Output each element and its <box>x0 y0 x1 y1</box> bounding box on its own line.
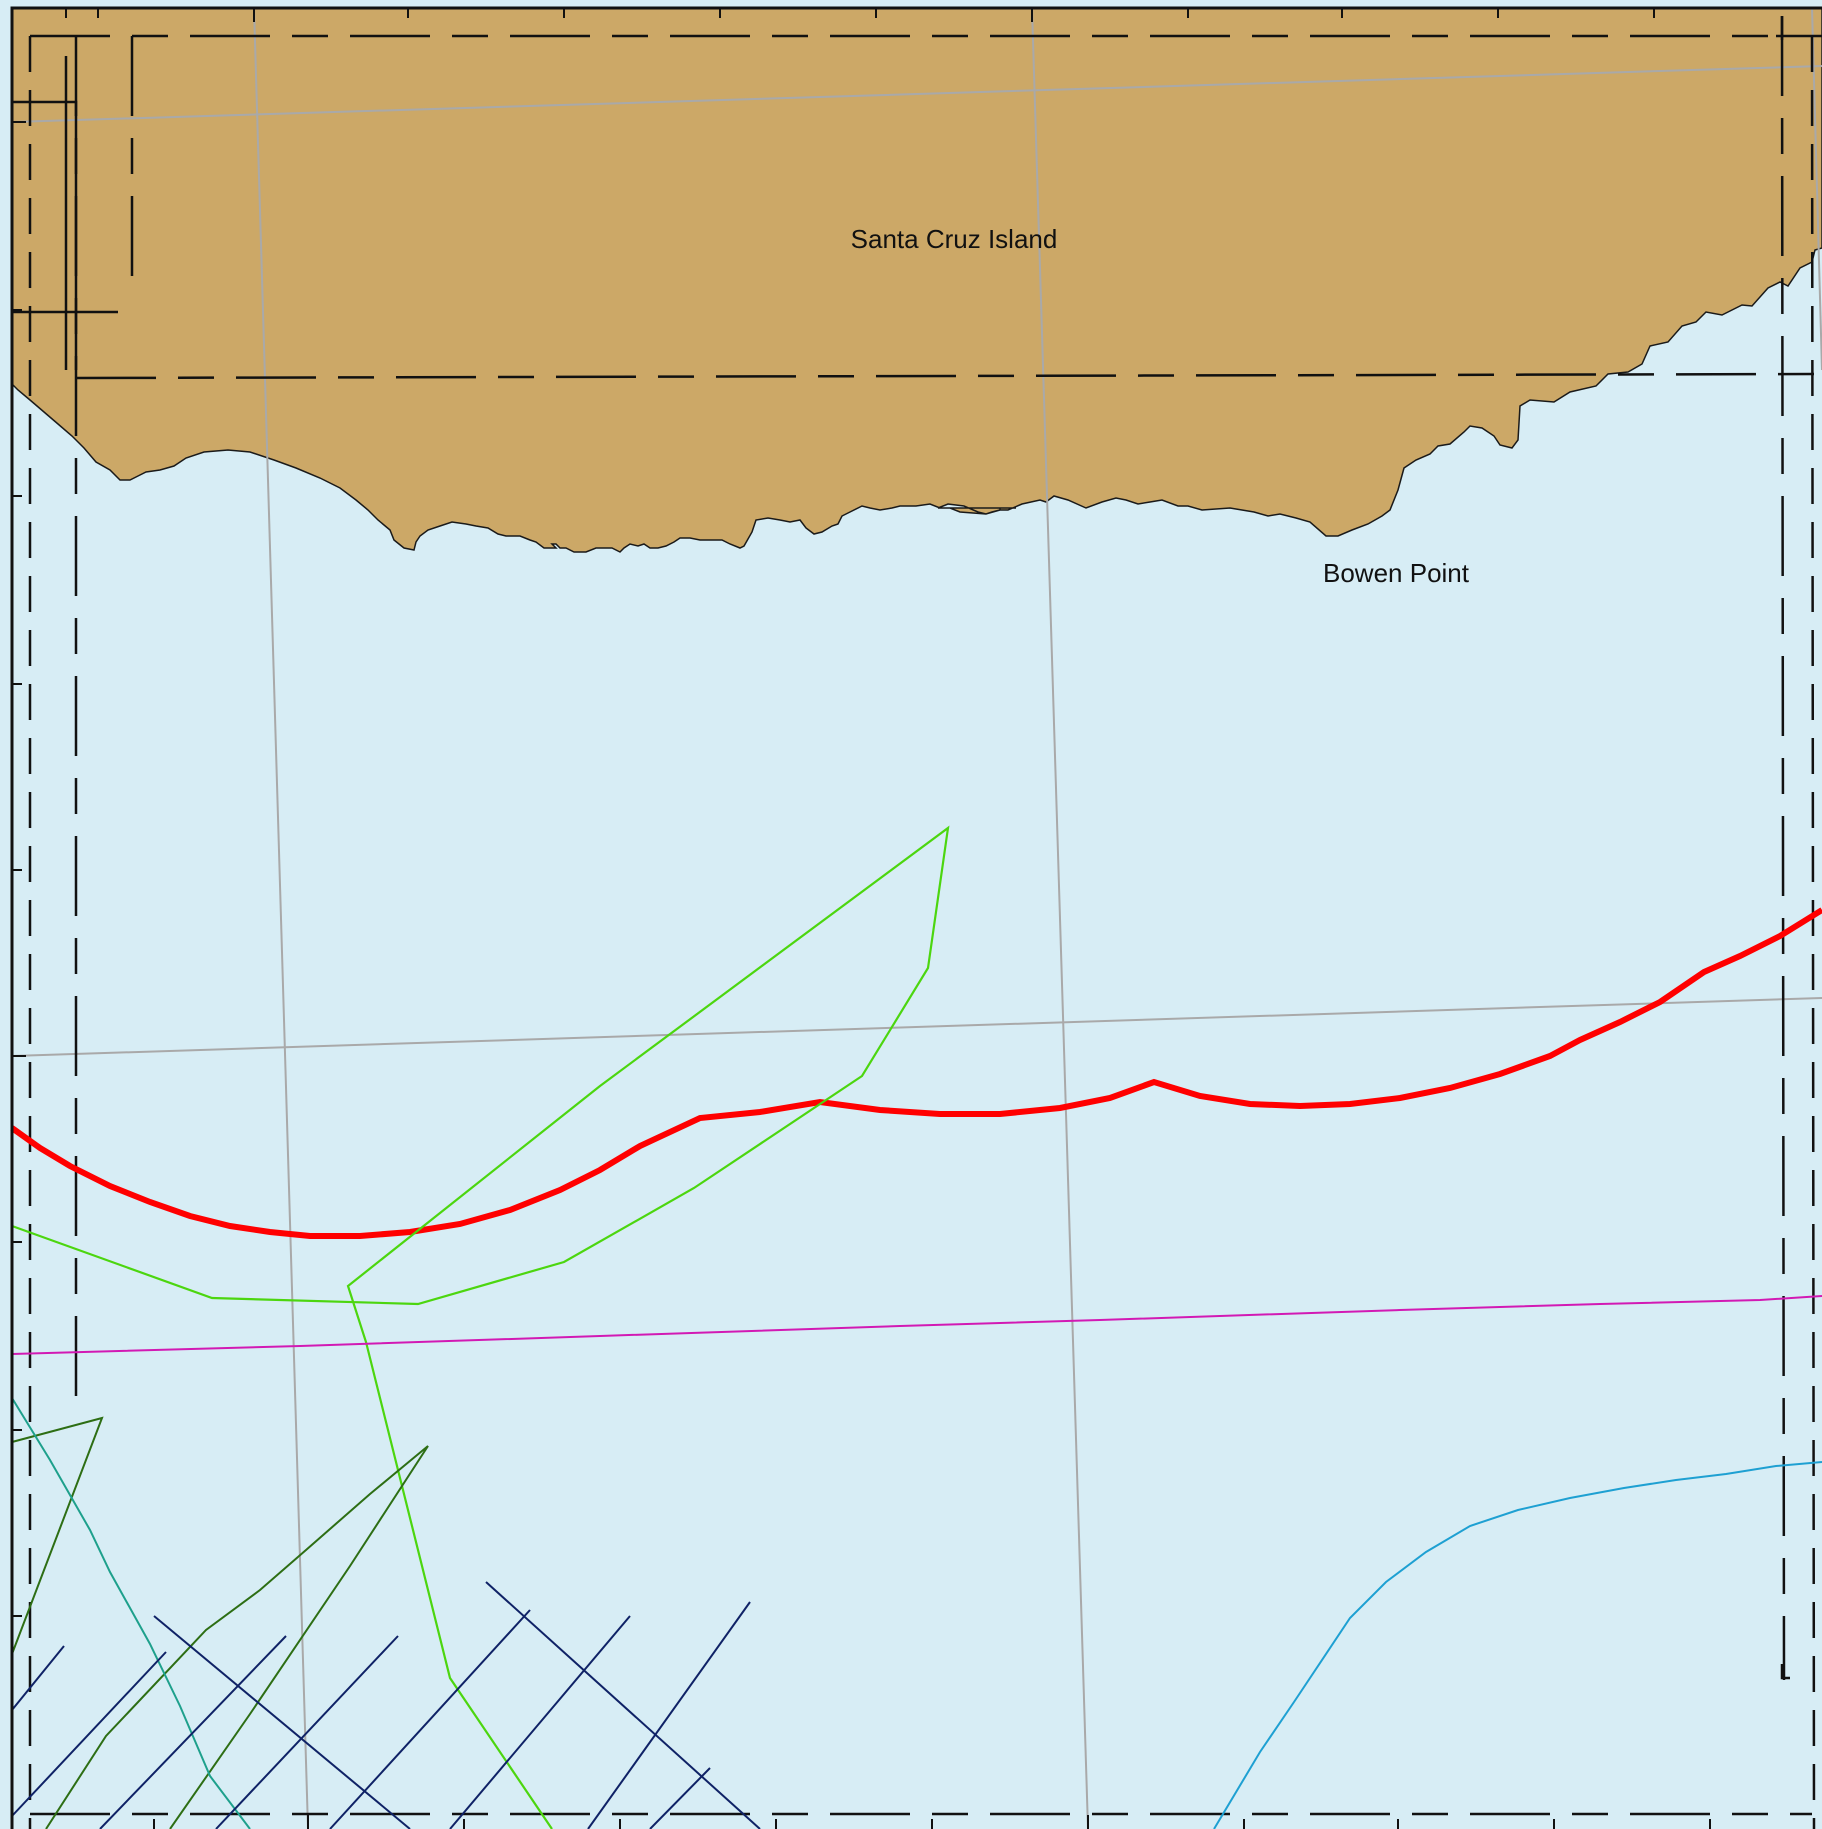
tracks-navy <box>11 1581 761 1829</box>
boundary-right-outer <box>1780 15 1786 1681</box>
tracks-darkgreen <box>11 1416 429 1829</box>
corner-mark-se <box>1780 1664 1790 1680</box>
frame-ticks-left <box>12 121 26 1617</box>
corner-marks <box>12 16 1790 1680</box>
track-teal <box>11 1397 251 1829</box>
label-bowen-point: Bowen Point <box>1323 558 1470 588</box>
navy-track-1 <box>11 1645 65 1711</box>
label-santa-cruz-island: Santa Cruz Island <box>851 224 1058 254</box>
graticule-parallel-north <box>11 65 1822 123</box>
navy-track-2 <box>11 1651 167 1817</box>
navy-track-3 <box>99 1635 287 1829</box>
navy-track-7 <box>587 1601 751 1829</box>
track-red <box>10 907 1822 1239</box>
navy-track-6 <box>449 1615 631 1829</box>
navy-track-8 <box>649 1767 711 1829</box>
track-darkgreen-1 <box>11 1416 104 1655</box>
navy-track-4 <box>215 1635 399 1829</box>
track-darkgreen-2 <box>45 1445 429 1829</box>
navy-track-5 <box>329 1609 531 1829</box>
graticule-meridian-east <box>1811 7 1822 371</box>
navy-track-10 <box>485 1581 761 1829</box>
corner-mark-box <box>12 100 78 370</box>
boundary-inner-top <box>75 372 1822 380</box>
boundary-right-inner <box>1810 35 1816 1829</box>
graticule <box>11 7 1822 1829</box>
graticule-meridian-west <box>253 7 309 1829</box>
frame-ticks-top <box>65 8 1655 22</box>
navy-track-9 <box>153 1615 411 1829</box>
track-magenta <box>11 1295 1822 1355</box>
track-lime <box>11 825 950 1829</box>
frame-ticks-bottom <box>153 1815 1711 1829</box>
track-cyan <box>1213 1461 1822 1829</box>
dashed-boundaries <box>28 15 1822 1829</box>
map-frame-border <box>10 6 1822 1829</box>
graticule-parallel-middle <box>11 997 1822 1057</box>
graticule-meridian-central <box>1031 7 1089 1829</box>
land-santa-cruz-island <box>11 7 1822 553</box>
map-frame <box>10 6 1822 1829</box>
corner-mark-ne <box>1776 16 1790 40</box>
